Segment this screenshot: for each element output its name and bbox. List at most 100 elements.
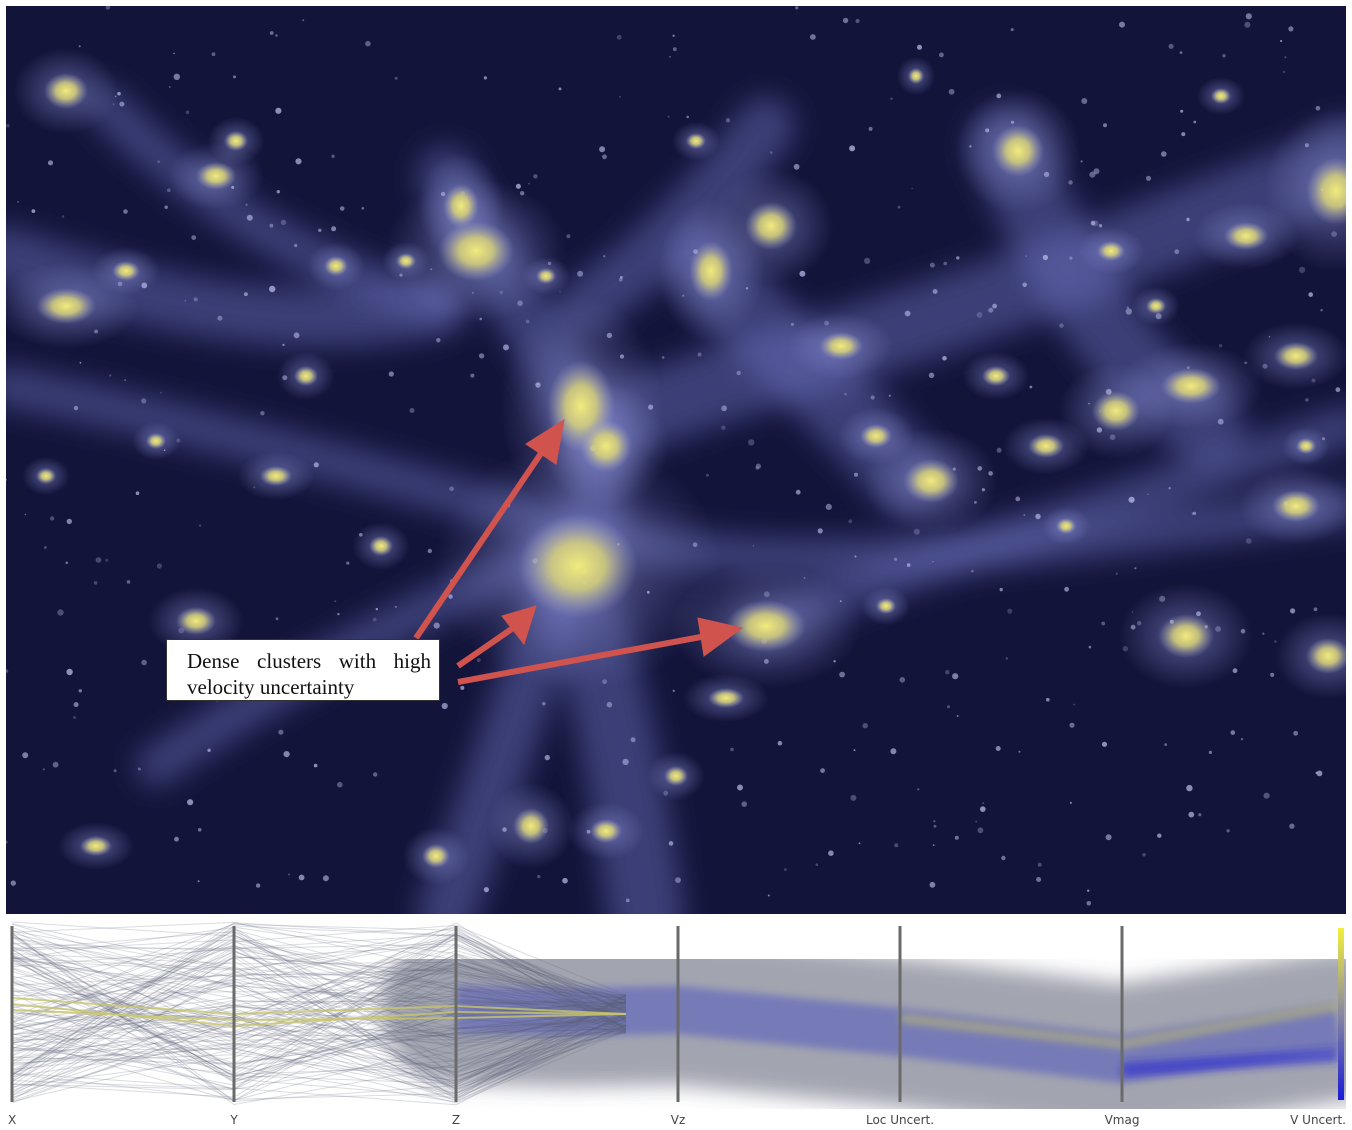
particle-speckle: [976, 312, 983, 318]
particle-speckle: [187, 799, 194, 806]
particle-speckle: [815, 863, 819, 866]
particle-speckle: [1137, 621, 1142, 626]
particle-speckle: [599, 146, 606, 153]
particle-speckle: [1134, 567, 1137, 570]
pcp-polyline: [11, 1016, 627, 1049]
particle-speckle: [1196, 611, 1201, 617]
particle-speckle: [992, 303, 997, 309]
particle-speckle: [1245, 538, 1252, 544]
particle-speckle: [298, 874, 305, 881]
particle-speckle: [945, 670, 950, 675]
particle-speckle: [932, 844, 935, 846]
particle-speckle: [119, 101, 125, 107]
particle-speckle: [6, 840, 8, 844]
cluster: [513, 808, 549, 844]
particle-speckle: [479, 317, 483, 321]
particle-speckle: [974, 501, 977, 504]
particle-speckle: [648, 404, 654, 410]
pcp-polyline: [11, 946, 627, 1074]
particle-speckle: [996, 93, 1002, 99]
arrow-to-upper-cluster: [413, 444, 549, 640]
particle-speckle: [537, 874, 541, 879]
particle-speckle: [430, 268, 433, 271]
pcp-polyline: [11, 952, 627, 1035]
particle-speckle: [1198, 813, 1202, 817]
cluster: [422, 844, 450, 868]
particle-speckle: [1191, 512, 1195, 515]
particle-speckle: [932, 560, 934, 563]
particle-speckle: [94, 329, 98, 334]
particle-speckle: [1081, 98, 1088, 104]
particle-speckle: [1226, 829, 1230, 833]
filament: [86, 86, 466, 326]
arrowhead-center: [501, 605, 537, 646]
particle-speckle: [61, 215, 65, 218]
particle-speckle: [1188, 811, 1195, 818]
pcp-polyline: [11, 960, 627, 1082]
particle-speckle: [602, 154, 607, 160]
pcp-polyline: [11, 925, 627, 1077]
particle-speckle: [904, 310, 911, 317]
cluster: [518, 514, 638, 618]
particle-speckle: [211, 52, 216, 57]
particle-speckle: [1093, 168, 1100, 175]
pcp-polyline: [11, 942, 627, 1101]
pcp-polyline: [11, 930, 627, 1012]
particle-speckle: [135, 491, 140, 496]
particle-speckle: [669, 56, 671, 58]
cluster: [664, 766, 688, 786]
particle-speckle: [862, 723, 868, 729]
particle-speckle: [1280, 39, 1283, 43]
cluster: [860, 424, 892, 448]
particle-speckle: [245, 203, 248, 206]
dense-clusters: [36, 68, 1346, 868]
particle-speckle: [1245, 13, 1252, 20]
particle-speckle: [1010, 28, 1014, 32]
cluster: [176, 607, 216, 635]
pcp-polyline: [11, 981, 627, 1039]
particle-speckle: [542, 702, 546, 706]
particle-speckle: [117, 281, 123, 287]
pcp-polyline: [11, 973, 627, 1001]
particle-speckle: [622, 758, 629, 766]
particle-speckle: [520, 191, 525, 196]
particle-speckle: [1288, 26, 1294, 32]
particle-speckle: [1263, 792, 1270, 799]
cluster: [590, 819, 622, 843]
particle-speckle: [1315, 105, 1321, 111]
pcp-polyline: [11, 925, 627, 1014]
particle-speckle: [1105, 834, 1112, 841]
cluster: [1306, 157, 1346, 225]
cluster: [1097, 241, 1125, 261]
pcp-polyline: [11, 936, 627, 1025]
pcp-polyline: [11, 956, 627, 1094]
particle-speckle: [1335, 387, 1341, 393]
pcp-polyline: [11, 977, 627, 1103]
pcp-polyline: [11, 922, 627, 1022]
particle-speckle: [388, 371, 394, 377]
particle-speckle: [109, 374, 112, 377]
pcp-polyline: [11, 943, 627, 1100]
particle-speckle: [17, 201, 19, 203]
particle-speckle: [1186, 217, 1190, 222]
particle-speckle: [1089, 171, 1096, 178]
particle-speckle: [269, 285, 276, 293]
cluster: [36, 288, 96, 324]
particle-speckle: [470, 373, 475, 378]
particle-speckle: [199, 524, 202, 527]
particle-speckle: [1142, 853, 1146, 857]
particle-speckle: [260, 411, 265, 416]
particle-speckle: [817, 528, 823, 534]
particle-speckle: [73, 716, 76, 719]
particle-speckle: [1313, 607, 1318, 612]
particle-speckle: [577, 270, 584, 277]
particle-speckle: [1131, 611, 1134, 613]
particle-speckle: [1101, 741, 1108, 747]
particle-speckle: [858, 842, 861, 845]
particle-speckle: [928, 372, 935, 378]
pcp-polyline: [11, 956, 627, 1030]
particle-speckle: [137, 767, 141, 771]
particle-speckle: [1109, 434, 1116, 441]
particle-speckle: [73, 405, 79, 411]
particle-speckle: [1304, 143, 1309, 148]
